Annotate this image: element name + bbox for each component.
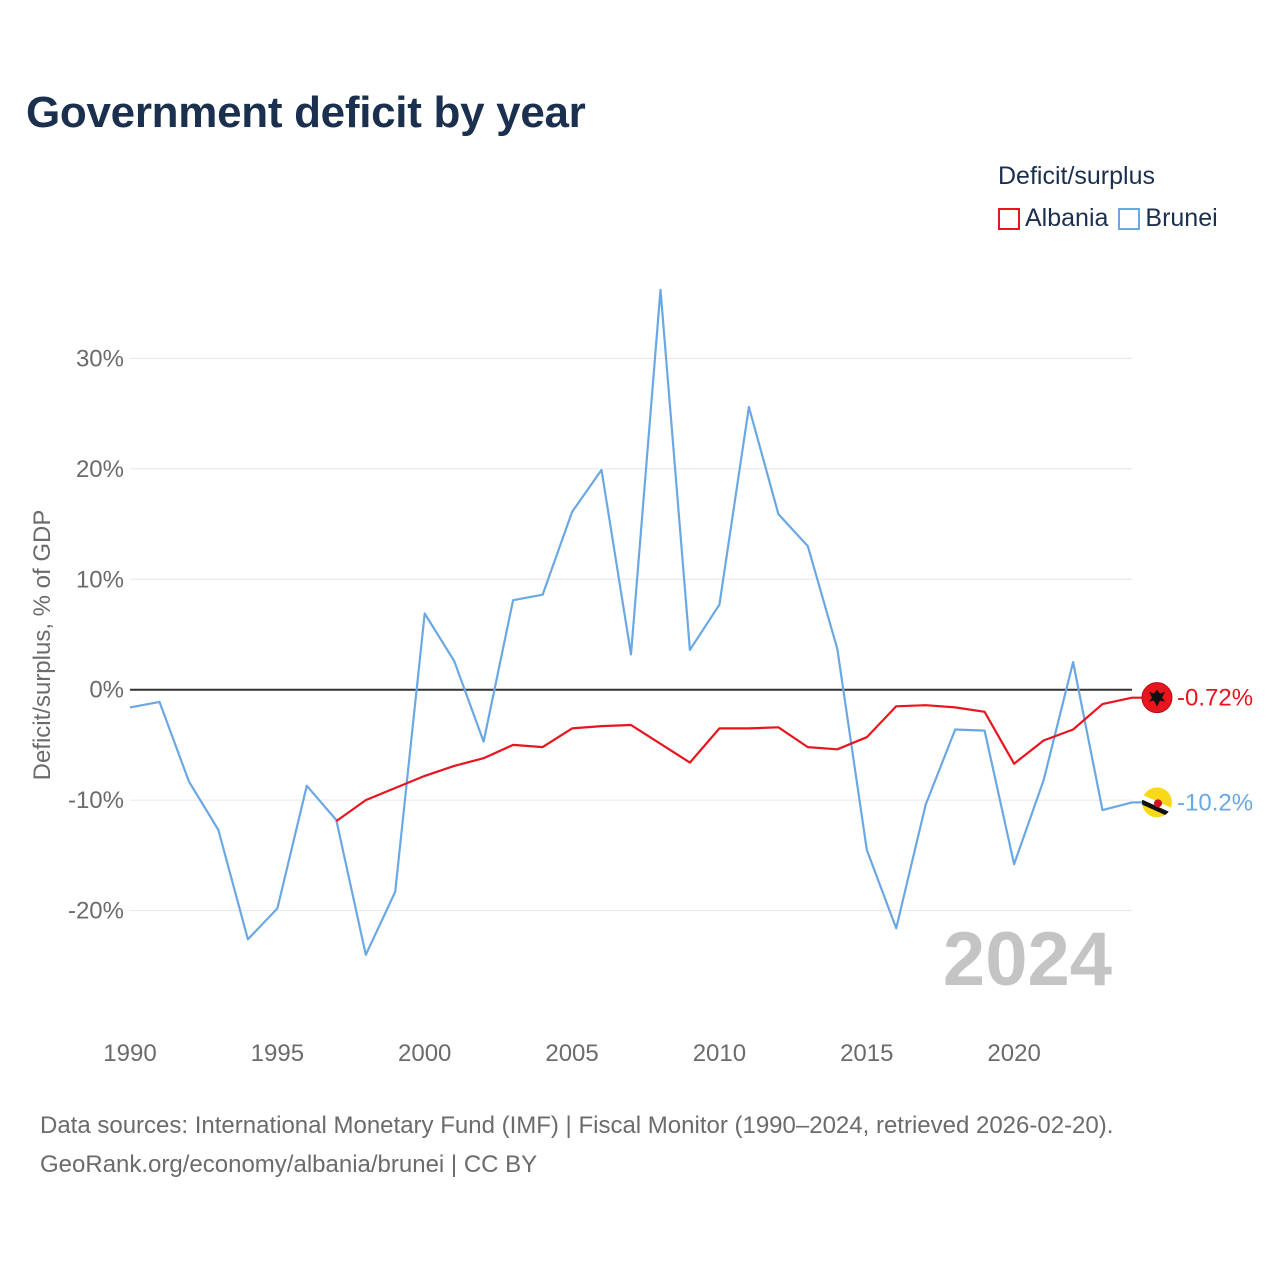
footer-sources: Data sources: International Monetary Fun… [40,1112,1114,1139]
year-watermark: 2024 [943,917,1112,1002]
series-lines [129,288,1142,956]
albania-flag-icon [1141,682,1173,714]
y-tick-label: 20% [76,456,124,483]
x-tick-label: 2020 [987,1040,1040,1067]
x-tick-label: 2005 [545,1040,598,1067]
x-axis-ticks: 1990 1995 2000 2005 2010 2015 2020 [103,1040,1041,1067]
y-axis-label: Deficit/surplus, % of GDP [29,510,56,781]
x-tick-label: 2000 [398,1040,451,1067]
y-tick-label: 30% [76,345,124,372]
x-tick-label: 1990 [103,1040,156,1067]
legend-label-albania: Albania [1025,204,1109,232]
legend-item-albania[interactable]: Albania [998,204,1108,233]
y-axis-ticks: -20% -10% 0% 10% 20% 30% [68,345,124,924]
legend-label-brunei: Brunei [1145,204,1218,232]
y-tick-label: -20% [68,898,124,925]
gridlines [130,357,1132,912]
x-tick-label: 1995 [251,1040,304,1067]
legend-item-brunei[interactable]: Brunei [1118,204,1218,233]
x-tick-label: 2010 [693,1040,746,1067]
legend-title: Deficit/surplus [998,162,1155,190]
end-markers [1141,682,1173,818]
x-tick-label: 2015 [840,1040,893,1067]
legend-swatch-albania [998,207,1020,230]
series-line-brunei [129,288,1142,956]
footer-link[interactable]: GeoRank.org/economy/albania/brunei | CC … [40,1151,538,1178]
legend: Albania Brunei [998,204,1228,233]
series-line-albania [335,696,1142,822]
end-label-albania: -0.72% [1177,685,1253,712]
brunei-flag-icon [1142,787,1172,818]
y-tick-label: -10% [68,787,124,814]
end-label-brunei: -10.2% [1177,789,1253,816]
y-tick-label: 0% [89,677,124,704]
legend-swatch-brunei [1118,207,1141,230]
chart-title: Government deficit by year [26,88,586,137]
y-tick-label: 10% [76,566,124,593]
footer: Data sources: International Monetary Fun… [40,1106,1113,1184]
